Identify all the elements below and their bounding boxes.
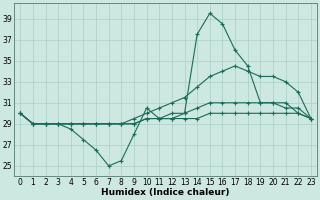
- X-axis label: Humidex (Indice chaleur): Humidex (Indice chaleur): [101, 188, 230, 197]
